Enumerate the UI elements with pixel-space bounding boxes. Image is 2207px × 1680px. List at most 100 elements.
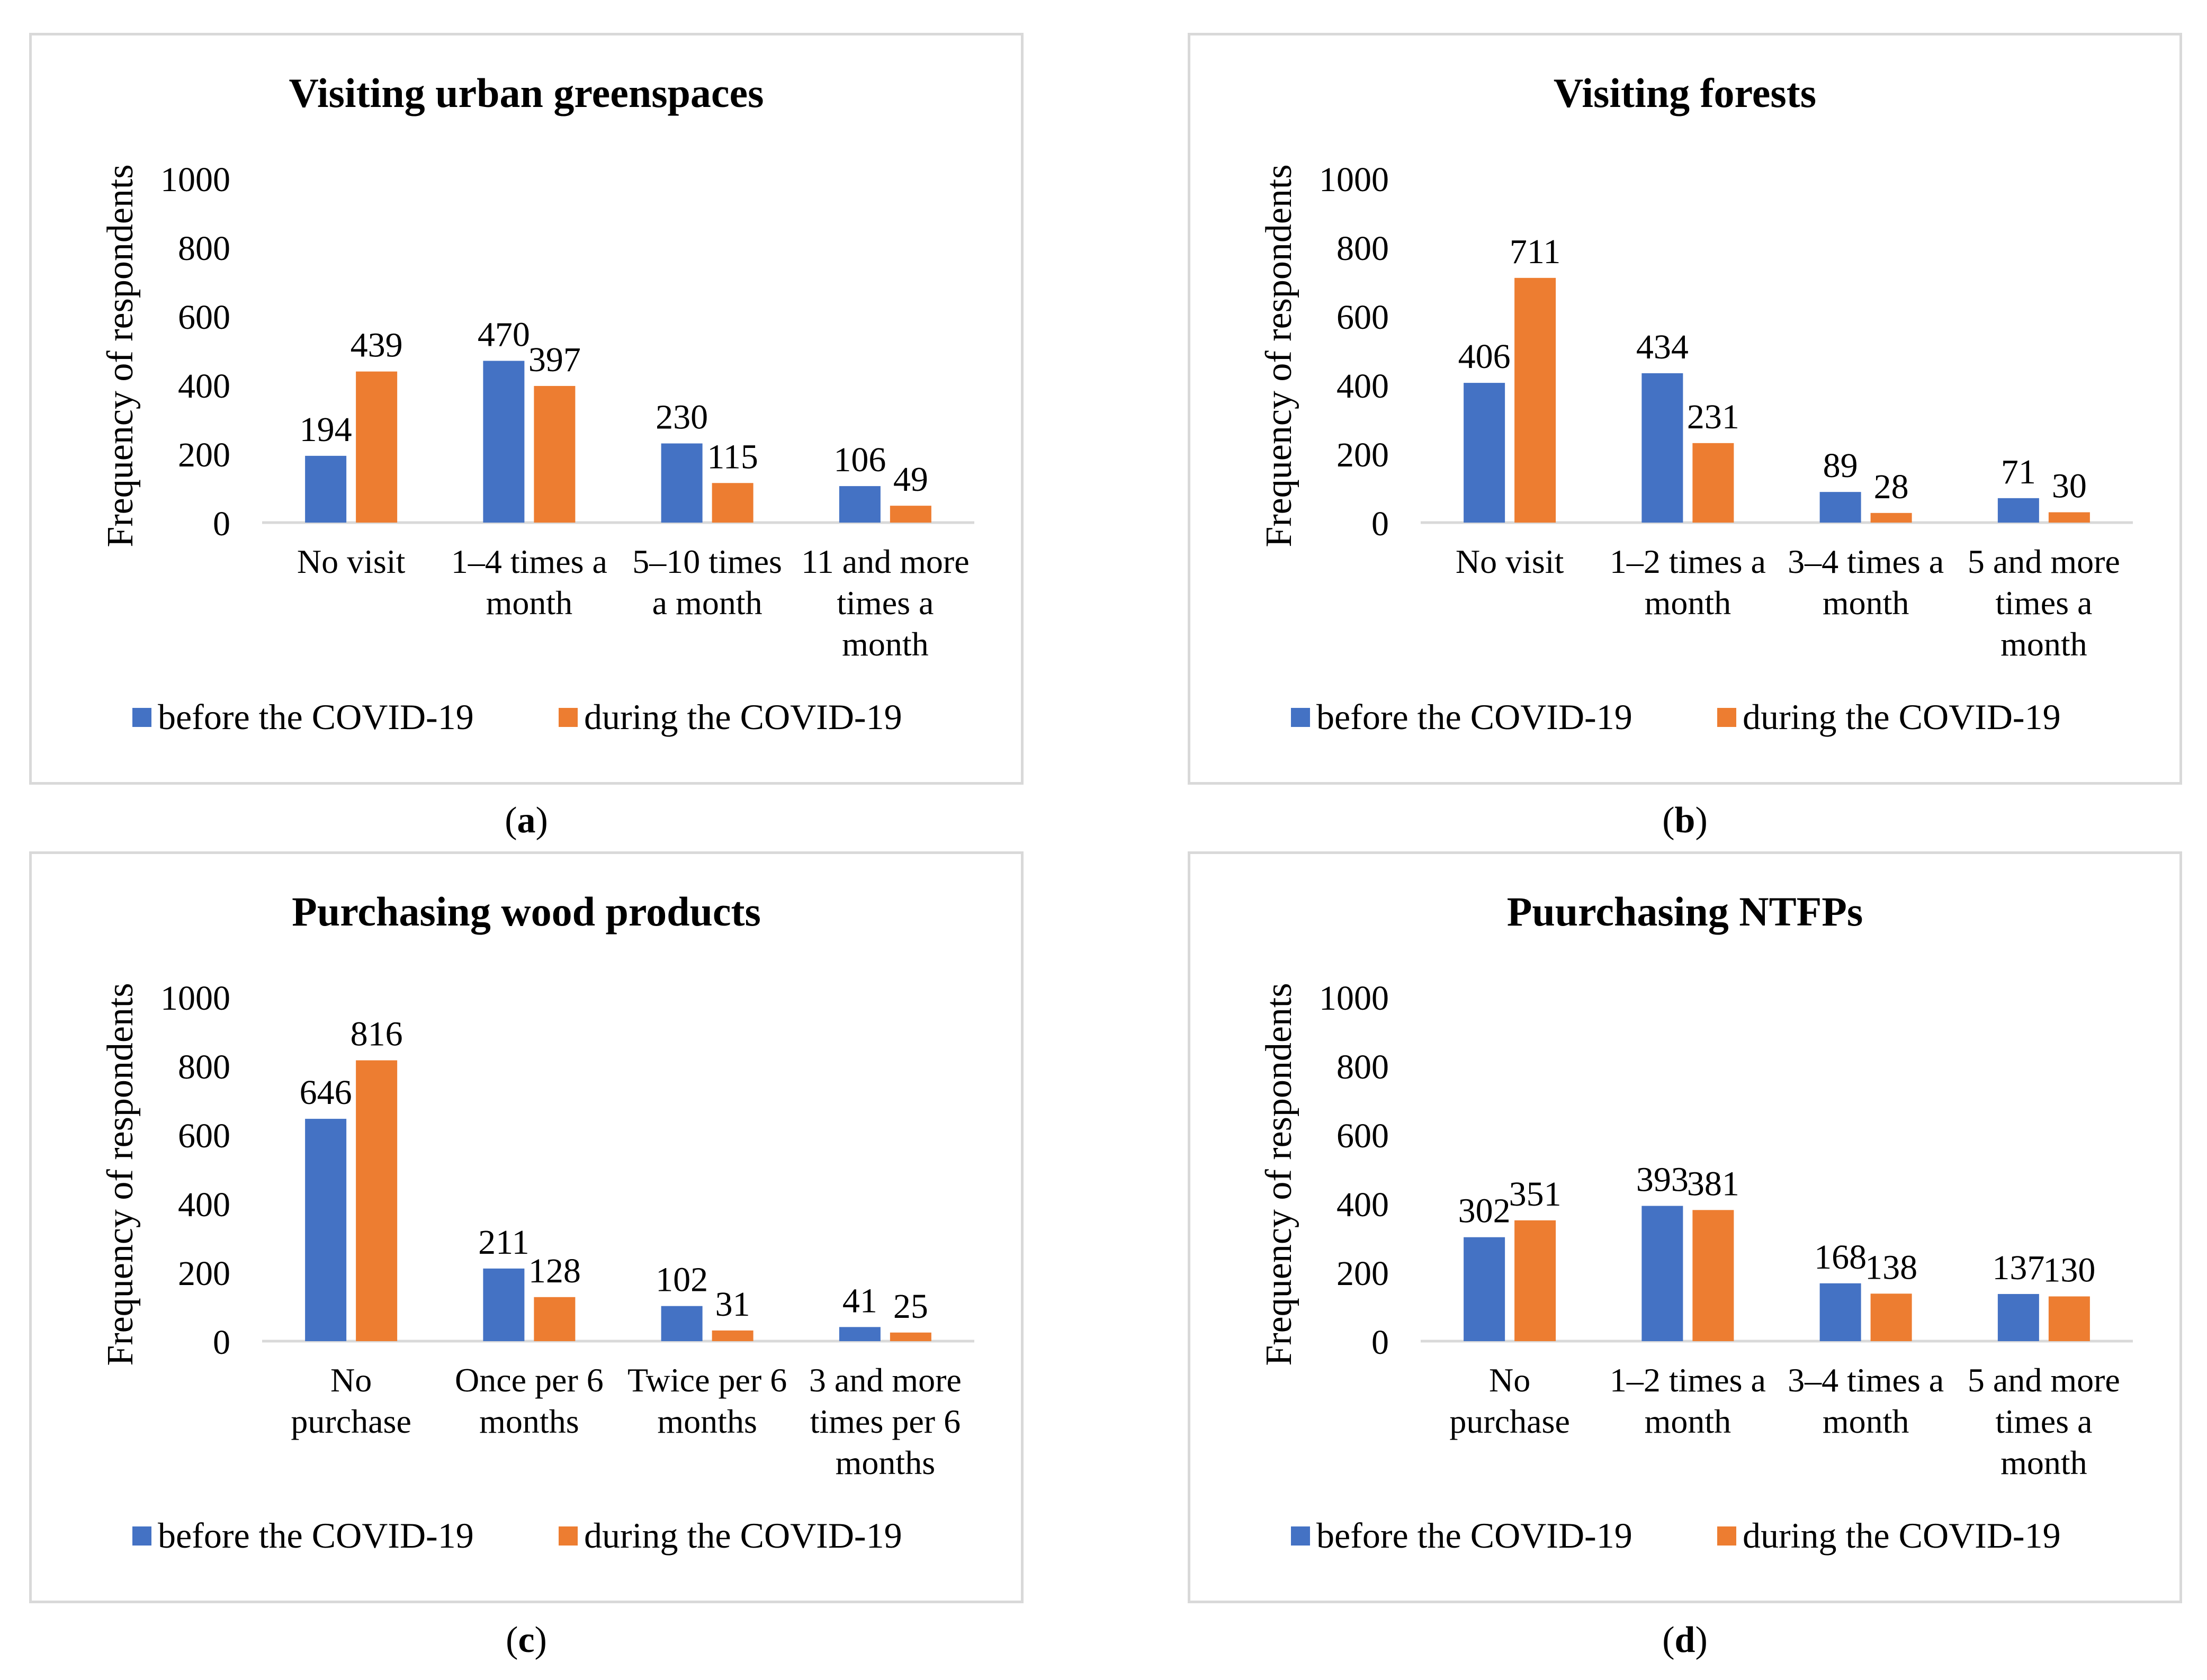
chart-panel-d: Puurchasing NTFPs Frequency of respondent… bbox=[1188, 851, 2182, 1603]
category-label: 3 and more bbox=[809, 1361, 962, 1399]
legend-label: before the COVID-19 bbox=[158, 1515, 474, 1556]
data-label: 211 bbox=[478, 1223, 530, 1262]
data-label: 646 bbox=[300, 1073, 352, 1112]
bar-before bbox=[483, 361, 525, 523]
data-label: 102 bbox=[656, 1261, 708, 1299]
data-label: 106 bbox=[833, 441, 886, 479]
y-tick-label: 0 bbox=[213, 505, 230, 543]
category-label: times a bbox=[1995, 584, 2092, 622]
category-label: purchase bbox=[1449, 1403, 1569, 1440]
data-label: 434 bbox=[1636, 328, 1689, 366]
bar-before bbox=[839, 1327, 881, 1341]
bar-before bbox=[1997, 1293, 2039, 1341]
bar-during bbox=[1692, 1210, 1734, 1341]
category-label: months bbox=[657, 1403, 757, 1440]
legend-swatch-before bbox=[132, 1526, 151, 1546]
bar-during bbox=[890, 1332, 931, 1341]
legend-swatch-during bbox=[559, 1526, 578, 1546]
data-label: 128 bbox=[528, 1252, 581, 1290]
data-label: 351 bbox=[1509, 1175, 1562, 1214]
y-tick-label: 600 bbox=[1336, 298, 1389, 337]
y-tick-label: 1000 bbox=[1319, 979, 1389, 1018]
caption-b: (b) bbox=[1662, 800, 1708, 841]
chart-panel-c: Purchasing wood products Frequency of res… bbox=[29, 851, 1024, 1603]
bar-during bbox=[534, 385, 576, 523]
chart-title: Visiting forests bbox=[1554, 70, 1816, 116]
bar-before bbox=[1641, 373, 1683, 523]
y-tick-label: 400 bbox=[1336, 1185, 1389, 1224]
y-tick-label: 800 bbox=[1336, 229, 1389, 268]
bar-during bbox=[890, 506, 931, 523]
data-label: 397 bbox=[528, 340, 581, 379]
y-tick-label: 0 bbox=[213, 1323, 230, 1362]
data-label: 816 bbox=[351, 1015, 403, 1054]
y-tick-label: 1000 bbox=[160, 160, 230, 199]
bar-during bbox=[2048, 512, 2090, 523]
bar-during bbox=[1870, 1293, 1912, 1341]
y-tick-label: 200 bbox=[1336, 436, 1389, 474]
legend-label: before the COVID-19 bbox=[1316, 697, 1632, 737]
category-label: No bbox=[1489, 1361, 1530, 1399]
category-label: months bbox=[836, 1444, 935, 1481]
bar-before bbox=[1819, 1283, 1861, 1341]
category-label: times per 6 bbox=[810, 1403, 961, 1440]
data-label: 71 bbox=[2001, 453, 2036, 491]
category-label: month bbox=[2000, 1444, 2087, 1481]
data-label: 31 bbox=[715, 1285, 750, 1324]
data-label: 49 bbox=[893, 460, 928, 499]
bar-during bbox=[1692, 443, 1734, 523]
category-label: month bbox=[1645, 584, 1731, 622]
category-label: 1–2 times a bbox=[1610, 543, 1766, 580]
category-label: purchase bbox=[291, 1403, 411, 1440]
data-label: 130 bbox=[2043, 1251, 2095, 1290]
category-label: Twice per 6 bbox=[627, 1361, 787, 1399]
data-label: 89 bbox=[1823, 446, 1858, 485]
chart-svg-d: Puurchasing NTFPs Frequency of respondent… bbox=[1259, 888, 2133, 1556]
bar-before bbox=[305, 455, 347, 523]
legend-swatch-during bbox=[1717, 1526, 1736, 1546]
data-label: 470 bbox=[478, 316, 530, 354]
y-tick-label: 600 bbox=[1336, 1117, 1389, 1155]
caption-d: (d) bbox=[1662, 1620, 1708, 1660]
data-label: 115 bbox=[707, 437, 758, 476]
chart-title: Visiting urban greenspaces bbox=[289, 70, 764, 116]
legend-swatch-before bbox=[1291, 708, 1310, 727]
category-label: 5–10 times bbox=[632, 543, 782, 580]
y-tick-label: 200 bbox=[178, 436, 230, 474]
bar-during bbox=[356, 1060, 398, 1341]
bar-before bbox=[1997, 498, 2039, 523]
category-label: month bbox=[2000, 625, 2087, 663]
data-label: 393 bbox=[1636, 1161, 1689, 1199]
category-label: 11 and more bbox=[801, 543, 970, 580]
legend-label: during the COVID-19 bbox=[584, 1515, 902, 1556]
chart-title: Purchasing wood products bbox=[292, 888, 761, 935]
y-axis-label: Frequency of respondents bbox=[1259, 983, 1299, 1365]
y-tick-label: 1000 bbox=[160, 979, 230, 1018]
category-label: times a bbox=[837, 584, 934, 622]
category-label: No visit bbox=[1456, 543, 1564, 580]
data-label: 25 bbox=[893, 1287, 928, 1326]
y-tick-label: 600 bbox=[178, 298, 230, 337]
y-tick-label: 800 bbox=[178, 229, 230, 268]
chart-panel-b: Visiting forests Frequency of respondents… bbox=[1188, 33, 2182, 785]
y-tick-label: 0 bbox=[1371, 1323, 1389, 1362]
bar-during bbox=[1514, 1220, 1556, 1341]
y-axis-label: Frequency of respondents bbox=[100, 983, 141, 1365]
legend-label: during the COVID-19 bbox=[1743, 1515, 2061, 1556]
data-label: 137 bbox=[1992, 1248, 2044, 1287]
chart-svg-a: Visiting urban greenspaces Frequency of r… bbox=[100, 70, 974, 737]
category-label: times a bbox=[1995, 1403, 2092, 1440]
legend-swatch-during bbox=[1717, 708, 1736, 727]
legend-swatch-before bbox=[132, 708, 151, 727]
y-axis-label: Frequency of respondents bbox=[100, 164, 141, 547]
category-label: month bbox=[1645, 1403, 1731, 1440]
bar-before bbox=[661, 1306, 703, 1341]
data-label: 30 bbox=[2052, 467, 2087, 506]
bar-before bbox=[305, 1119, 347, 1341]
bar-during bbox=[712, 483, 753, 523]
bar-before bbox=[1641, 1206, 1683, 1341]
category-label: 3–4 times a bbox=[1788, 1361, 1944, 1399]
y-axis-label: Frequency of respondents bbox=[1259, 164, 1299, 547]
legend-label: during the COVID-19 bbox=[584, 697, 902, 737]
bar-during bbox=[2048, 1296, 2090, 1341]
